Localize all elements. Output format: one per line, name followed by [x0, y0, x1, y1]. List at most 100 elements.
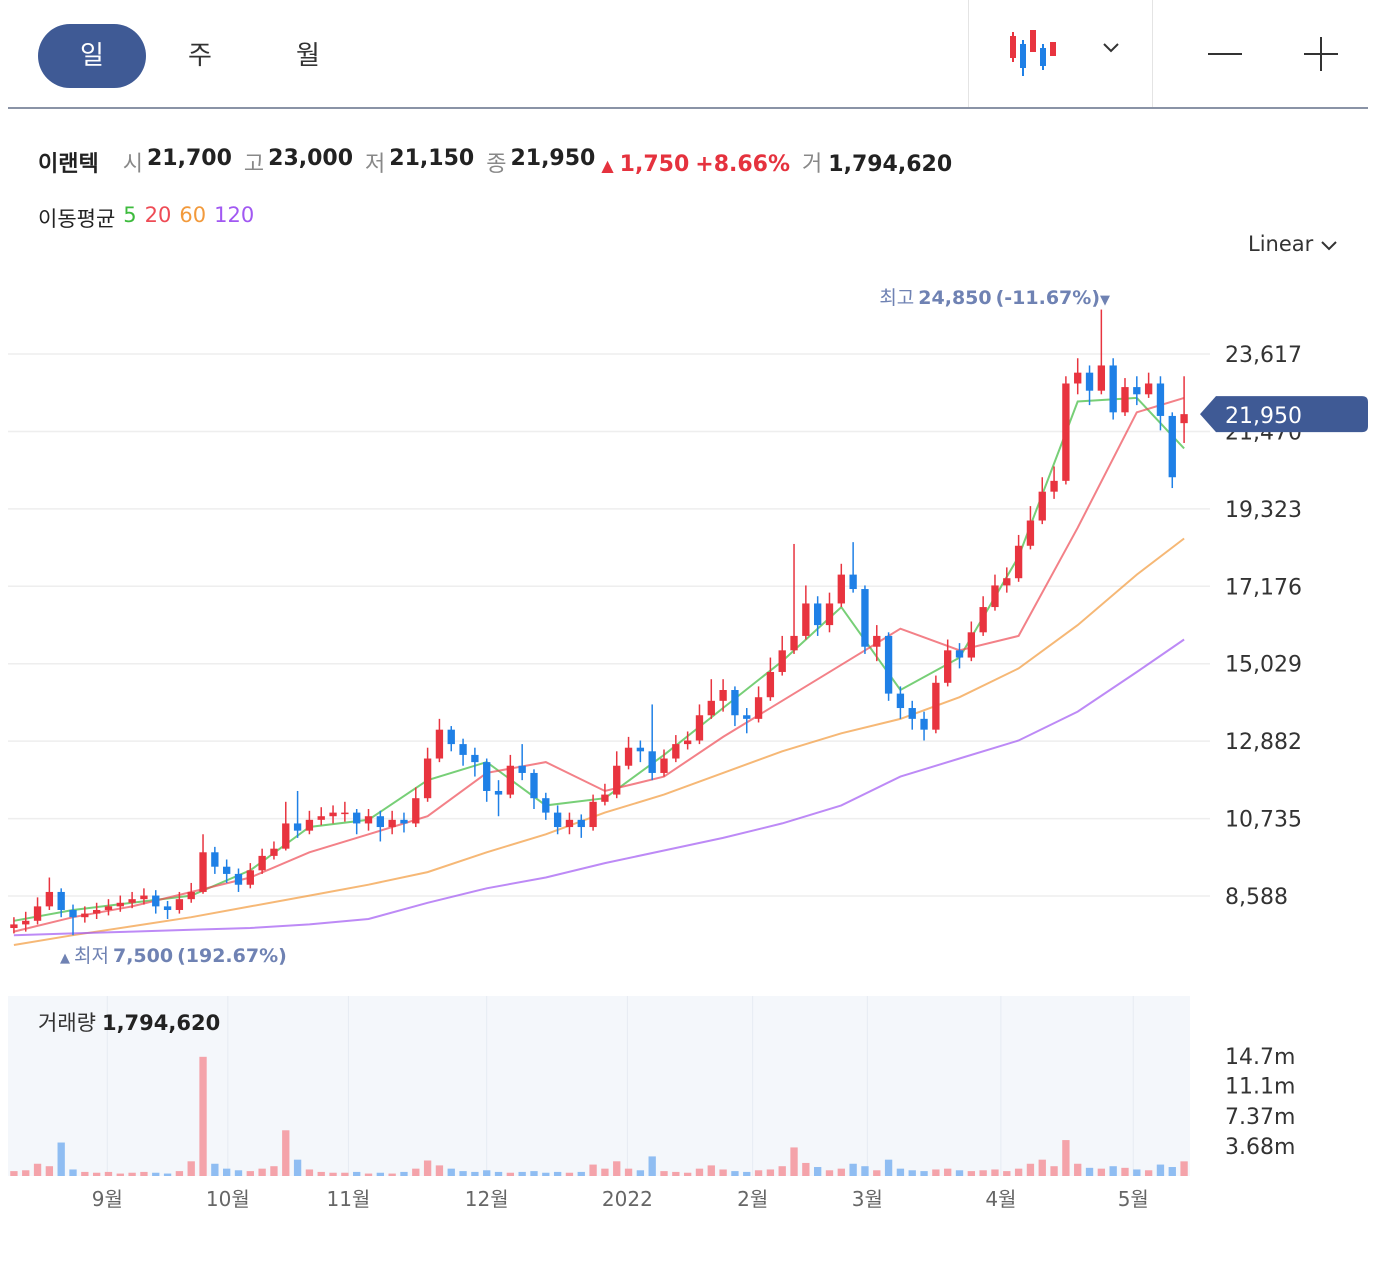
candle-body [494, 790, 503, 795]
candle-body [825, 603, 834, 626]
volume-bar [613, 1161, 621, 1176]
field-value: 21,150 [389, 146, 475, 171]
volume-bar [766, 1169, 775, 1176]
tab-day[interactable]: 일 [38, 24, 146, 88]
volume-bar [471, 1171, 479, 1176]
volume-bar [1156, 1164, 1165, 1176]
extreme-annotation: 최고 24,850 (-11.67%)▼ [879, 287, 1110, 309]
volume-bar [187, 1161, 195, 1176]
volume-bar [814, 1167, 822, 1176]
candle-body [955, 650, 964, 658]
volume-bar [1014, 1168, 1023, 1176]
tab-week[interactable]: 주 [188, 41, 212, 71]
candle-body [530, 772, 538, 799]
volume-tick-label: 7.37m [1225, 1105, 1295, 1130]
volume-bar [1133, 1169, 1141, 1176]
volume-bar [246, 1171, 254, 1176]
candle-body [293, 823, 302, 831]
candle-body [896, 693, 905, 709]
x-tick-label: 3월 [852, 1187, 883, 1211]
change-arrow: ▲ [601, 156, 614, 175]
candle-body [754, 697, 763, 719]
volume-label: 거 [802, 152, 823, 177]
candle-body [412, 798, 420, 824]
quote-header: 이랜텍 시 21,700 고 23,000 저 21,150 종 21,950 ▲ 1,750… [38, 146, 952, 178]
annotation-label: 최고 [879, 287, 914, 309]
volume-bar [636, 1170, 645, 1176]
candle-body [790, 635, 798, 651]
volume-bar [577, 1171, 585, 1176]
ma-line [13, 638, 1185, 937]
field-value: 21,700 [146, 146, 232, 171]
volume-bar [104, 1171, 113, 1176]
candle-body [884, 635, 893, 694]
candle-body [1014, 545, 1023, 579]
last-price-tag [1200, 396, 1368, 433]
candle-body [837, 574, 845, 604]
candle-body [388, 819, 396, 828]
volume-bar [305, 1169, 314, 1176]
chart-type-button[interactable] [1000, 26, 1140, 82]
field-label: 종 [486, 152, 507, 177]
candle-body [731, 690, 739, 716]
volume-bar [128, 1172, 136, 1176]
volume-bar [140, 1171, 148, 1176]
annotation-marker: ▲ [60, 951, 70, 966]
x-tick-label: 2월 [737, 1187, 768, 1211]
candle-body [743, 715, 751, 719]
volume-bar [991, 1169, 999, 1176]
volume-bar [152, 1172, 160, 1176]
candle-body [624, 747, 633, 766]
volume-tick-label: 3.68m [1225, 1135, 1295, 1160]
volume-bar [908, 1170, 916, 1176]
candle-body [234, 873, 243, 885]
candle-body [45, 891, 54, 907]
volume-bar [412, 1168, 420, 1176]
candle-body [719, 690, 727, 701]
candle-body [553, 812, 562, 828]
volume-bar [825, 1170, 834, 1176]
annotation-pct: (-11.67%) [996, 287, 1100, 309]
candle-body [932, 682, 940, 730]
volume-bar [790, 1147, 798, 1176]
volume-bar [754, 1170, 763, 1176]
volume-bar [45, 1166, 54, 1176]
toolbar-border [8, 107, 1368, 109]
volume-bar [743, 1171, 751, 1176]
candle-body [10, 924, 18, 929]
candle-body [672, 744, 680, 759]
candle-body [33, 906, 42, 921]
candle-body [152, 895, 160, 907]
volume-bar [1074, 1163, 1082, 1176]
volume-bar [1062, 1140, 1070, 1176]
candle-body [435, 729, 444, 759]
zoom-controls[interactable] [1200, 30, 1340, 78]
candle-body [400, 819, 408, 824]
candle-body [908, 708, 916, 719]
y-tick-label: 19,323 [1225, 498, 1302, 523]
volume-bar [849, 1163, 857, 1176]
candle-body [695, 715, 704, 741]
volume-bar [1180, 1161, 1188, 1176]
candle-body [1097, 365, 1106, 391]
tab-month[interactable]: 월 [296, 41, 320, 71]
volume-bar [1097, 1168, 1106, 1176]
volume-bar [565, 1172, 574, 1176]
candle-body [353, 812, 361, 824]
volume-bar [1003, 1171, 1011, 1176]
candle-body [483, 762, 491, 791]
stock-name: 이랜텍 [38, 152, 99, 177]
volume-bar [435, 1165, 444, 1176]
candle-body [104, 906, 113, 910]
ma-legend-item: 5 [123, 203, 137, 227]
candle-body [376, 816, 384, 828]
x-tick-label: 11월 [326, 1187, 370, 1211]
scale-select[interactable]: Linear [1248, 232, 1338, 256]
volume-bar [483, 1170, 491, 1176]
x-tick-label: 5월 [1118, 1187, 1149, 1211]
candle-body [613, 765, 621, 795]
ma-legend-item: 20 [144, 203, 172, 227]
candle-body [979, 607, 987, 633]
candle-body [341, 812, 349, 815]
volume-bar [1026, 1163, 1035, 1176]
